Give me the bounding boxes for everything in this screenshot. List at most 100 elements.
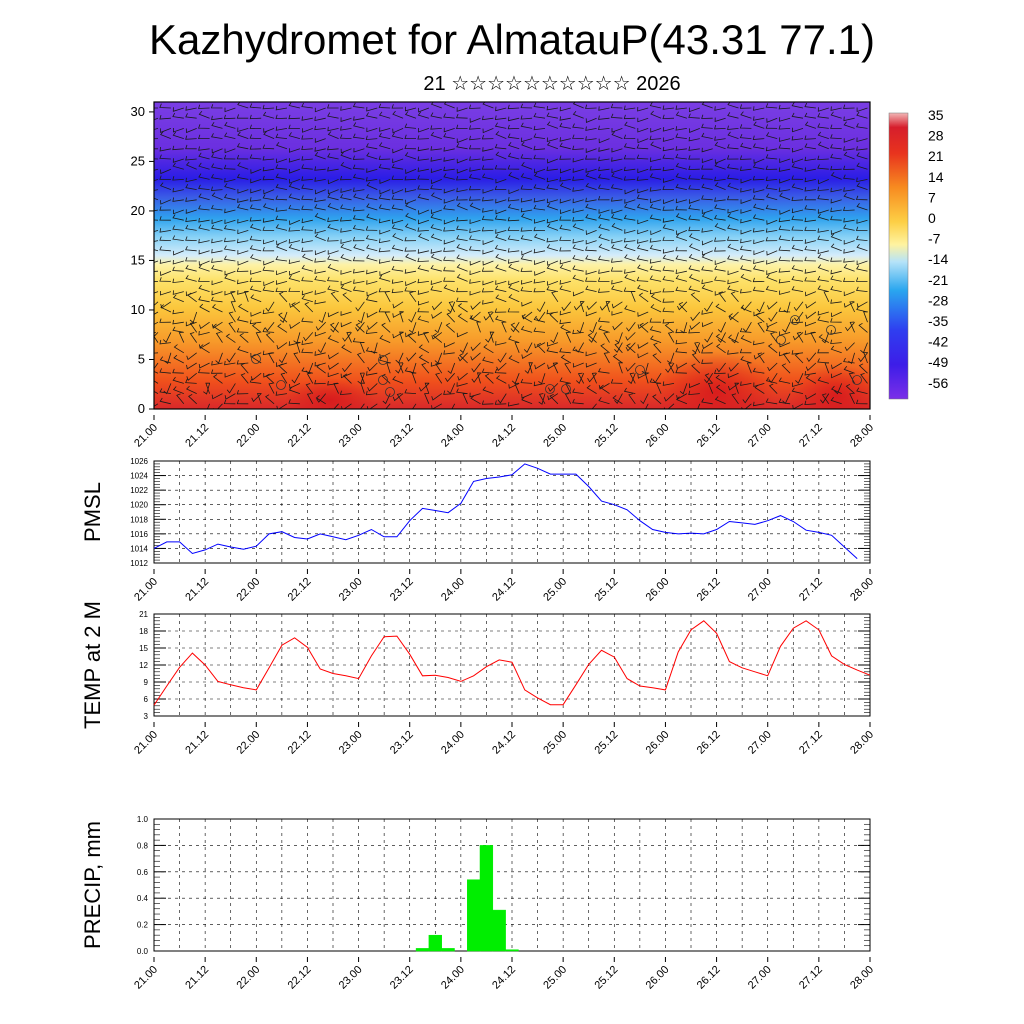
wind-barb — [211, 304, 223, 313]
wind-barb — [443, 350, 455, 355]
wind-barb — [855, 277, 868, 282]
wind-barb — [314, 147, 326, 152]
wind-barb — [223, 193, 236, 201]
wind-barb — [213, 374, 223, 384]
wind-barb — [694, 342, 701, 353]
wind-barb — [395, 362, 404, 374]
wind-barb — [624, 243, 636, 252]
wind-barb — [188, 394, 197, 405]
wind-barb — [497, 393, 507, 404]
wind-barb — [585, 203, 597, 211]
wind-barb — [392, 219, 404, 224]
wind-barb — [652, 353, 662, 364]
wind-barb — [675, 328, 687, 334]
wind-barb — [805, 291, 817, 297]
wind-barb — [779, 351, 791, 357]
wind-barb — [301, 225, 313, 231]
wind-barb — [610, 184, 623, 190]
wind-barb — [830, 172, 842, 180]
wind-barb — [469, 156, 481, 161]
wind-barb — [560, 168, 571, 174]
wind-barb — [817, 249, 829, 255]
wind-barb — [820, 393, 830, 404]
wind-barb — [378, 132, 391, 139]
wind-barb — [262, 194, 275, 201]
wind-barb — [211, 238, 223, 244]
wind-barb — [405, 199, 417, 205]
wind-barb — [752, 286, 765, 292]
wind-barb — [778, 235, 791, 241]
wind-barb — [533, 102, 546, 109]
wind-barb — [198, 362, 210, 369]
wind-barb — [314, 351, 326, 356]
wind-barb — [623, 105, 636, 110]
wind-barb — [830, 165, 842, 171]
x-tick-label: 21.12 — [183, 729, 211, 757]
wind-barb — [817, 213, 829, 221]
wind-barb — [327, 335, 339, 343]
wind-barb — [451, 403, 456, 409]
wind-barb — [237, 131, 249, 139]
wind-barb — [507, 248, 520, 253]
wind-barb — [727, 125, 739, 130]
wind-barb — [564, 393, 572, 404]
wind-barb — [301, 145, 313, 151]
wind-barb — [443, 239, 455, 245]
wind-barb — [160, 168, 172, 175]
wind-barb — [843, 249, 855, 254]
wind-barb — [843, 151, 855, 160]
wind-barb — [443, 266, 455, 272]
wind-barb — [508, 189, 520, 195]
wind-barb — [173, 128, 184, 133]
wind-barb — [431, 301, 443, 311]
wind-barb — [262, 104, 275, 110]
wind-barb — [327, 126, 339, 132]
wind-barb — [804, 226, 816, 231]
wind-barb — [494, 215, 507, 221]
wind-barb — [249, 124, 262, 129]
wind-barb — [367, 362, 378, 372]
wind-barb — [728, 362, 739, 372]
wind-barb — [430, 253, 442, 262]
wind-barb — [265, 301, 275, 312]
wind-barb — [572, 110, 584, 119]
wind-barb — [804, 195, 816, 201]
calm-wind-marker — [635, 365, 645, 375]
wind-barb — [481, 267, 494, 272]
wind-barb — [611, 213, 623, 221]
y-tick-label: 15 — [131, 252, 145, 267]
wind-barb — [662, 105, 675, 110]
wind-barb — [379, 189, 391, 195]
wind-barb — [572, 123, 584, 129]
wind-barb — [249, 145, 262, 150]
wind-barb — [495, 253, 507, 262]
wind-barb — [791, 196, 804, 202]
wind-barb — [470, 352, 481, 361]
wind-barb — [726, 163, 739, 170]
wind-barb — [510, 321, 520, 333]
wind-barb — [675, 274, 688, 282]
wind-barb — [276, 362, 288, 367]
x-tick-label: 27.12 — [797, 964, 825, 992]
wind-barb — [404, 236, 417, 242]
wind-barb — [314, 125, 326, 131]
wind-barb — [521, 301, 533, 307]
wind-barb — [856, 203, 868, 211]
x-tick-label: 27.00 — [746, 576, 774, 604]
wind-barb — [714, 117, 726, 122]
y-tick-label: 10 — [131, 302, 145, 317]
wind-barb — [495, 106, 507, 112]
wind-barb — [627, 373, 636, 385]
wind-barb — [392, 393, 404, 402]
wind-barb — [611, 131, 623, 139]
wind-barb — [342, 292, 352, 303]
wind-barb — [238, 303, 249, 313]
wind-barb — [392, 158, 404, 164]
wind-barb — [701, 183, 713, 190]
wind-barb — [417, 264, 429, 272]
wind-barb — [327, 131, 339, 139]
wind-barb — [353, 122, 365, 129]
wind-barb — [792, 147, 804, 153]
wind-barb — [172, 294, 184, 303]
wind-barb — [443, 127, 455, 133]
